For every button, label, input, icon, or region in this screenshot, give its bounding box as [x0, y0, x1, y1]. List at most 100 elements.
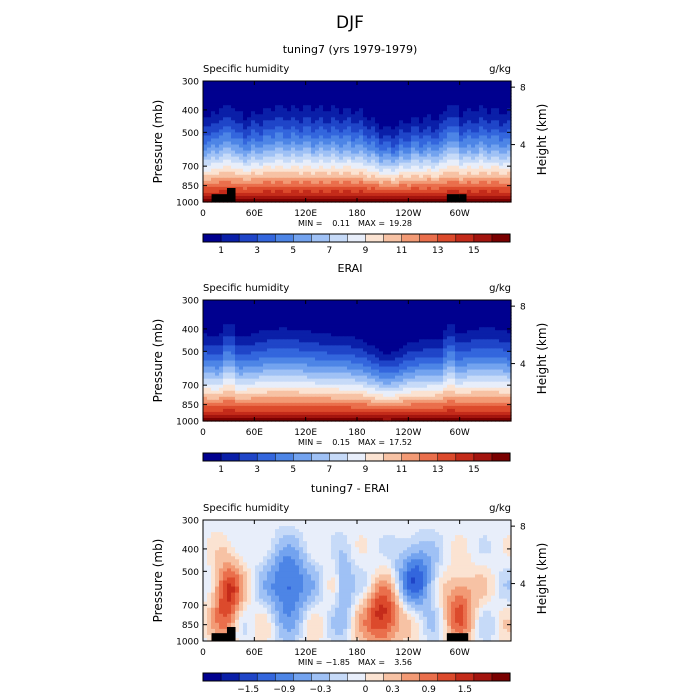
heatmap-cell: [499, 312, 504, 316]
heatmap-cell: [315, 321, 320, 325]
heatmap-cell: [203, 162, 208, 167]
heatmap-cell: [503, 339, 508, 343]
heatmap-cell: [447, 315, 452, 319]
heatmap-cell: [371, 135, 376, 140]
heatmap-cell: [211, 180, 216, 185]
heatmap-cell: [327, 123, 332, 127]
heatmap-cell: [343, 132, 348, 137]
heatmap-cell: [391, 96, 396, 100]
heatmap-cell: [207, 192, 212, 197]
heatmap-cell: [223, 156, 228, 161]
heatmap-cell: [463, 354, 468, 359]
heatmap-cell: [263, 96, 268, 100]
heatmap-cell: [467, 138, 472, 143]
heatmap-cell: [323, 339, 328, 343]
heatmap-cell: [495, 144, 500, 149]
heatmap-cell: [203, 339, 208, 343]
heatmap-cell: [383, 312, 388, 316]
heatmap-cell: [243, 114, 248, 118]
heatmap-cell: [439, 336, 444, 340]
heatmap-cell: [303, 144, 308, 149]
heatmap-cell: [479, 144, 484, 149]
heatmap-cell: [251, 336, 256, 340]
heatmap-cell: [427, 195, 432, 200]
heatmap-cell: [499, 174, 504, 179]
heatmap-cell: [379, 174, 384, 179]
heatmap-cell: [231, 171, 236, 176]
heatmap-cell: [427, 135, 432, 140]
heatmap-cell: [315, 111, 320, 115]
heatmap-cell: [495, 99, 500, 103]
heatmap-cell: [463, 336, 468, 340]
heatmap-cell: [463, 303, 468, 307]
heatmap-cell: [419, 345, 424, 350]
heatmap-cell: [275, 336, 280, 340]
heatmap-cell: [223, 342, 228, 346]
heatmap-cell: [251, 171, 256, 176]
heatmap-cell: [495, 327, 500, 331]
heatmap-cell: [355, 162, 360, 167]
heatmap-cell: [443, 369, 448, 374]
heatmap-cell: [267, 327, 272, 331]
heatmap-cell: [203, 138, 208, 143]
heatmap-cell: [375, 189, 380, 194]
heatmap-cell: [395, 189, 400, 194]
heatmap-cell: [211, 150, 216, 155]
heatmap-cell: [383, 102, 388, 106]
heatmap-cell: [443, 177, 448, 182]
heatmap-cell: [223, 318, 228, 322]
heatmap-cell: [507, 168, 512, 173]
heatmap-cell: [459, 321, 464, 325]
heatmap-cell: [323, 156, 328, 161]
heatmap-cell: [419, 120, 424, 124]
heatmap-cell: [499, 105, 504, 109]
heatmap-cell: [303, 156, 308, 161]
heatmap-cell: [375, 198, 380, 203]
heatmap-cell: [399, 144, 404, 149]
heatmap-cell: [431, 315, 436, 319]
heatmap-cell: [467, 150, 472, 155]
heatmap-cell: [387, 111, 392, 115]
heatmap-cell: [411, 360, 416, 365]
heatmap-cell: [283, 309, 288, 313]
heatmap-cell: [303, 162, 308, 167]
heatmap-cell: [443, 354, 448, 359]
heatmap-cell: [247, 147, 252, 152]
heatmap-cell: [415, 186, 420, 191]
heatmap-cell: [355, 183, 360, 188]
heatmap-cell: [255, 108, 260, 112]
heatmap-cell: [295, 93, 300, 97]
heatmap-cell: [219, 165, 224, 170]
heatmap-cell: [283, 147, 288, 152]
heatmap-cell: [467, 117, 472, 121]
heatmap-cell: [343, 345, 348, 350]
heatmap-cell: [411, 351, 416, 356]
heatmap-cell: [283, 117, 288, 121]
heatmap-cell: [435, 192, 440, 197]
heatmap-cell: [375, 309, 380, 313]
heatmap-cell: [471, 306, 476, 310]
heatmap-cell: [503, 318, 508, 322]
heatmap-cell: [203, 321, 208, 325]
heatmap-cell: [227, 315, 232, 319]
heatmap-cell: [283, 330, 288, 334]
heatmap-cell: [471, 345, 476, 350]
heatmap-cell: [247, 156, 252, 161]
heatmap-cell: [387, 342, 392, 346]
heatmap-cell: [211, 177, 216, 182]
heatmap-cell: [383, 129, 388, 134]
heatmap-cell: [407, 129, 412, 134]
heatmap-cell: [243, 333, 248, 337]
heatmap-cell: [227, 129, 232, 134]
heatmap-cell: [287, 87, 292, 91]
heatmap-cell: [295, 360, 300, 365]
heatmap-cell: [367, 162, 372, 167]
heatmap-cell: [327, 177, 332, 182]
heatmap-cell: [355, 123, 360, 127]
heatmap-cell: [435, 180, 440, 185]
heatmap-cell: [423, 150, 428, 155]
heatmap-cell: [283, 108, 288, 112]
heatmap-cell: [359, 174, 364, 179]
heatmap-cell: [479, 345, 484, 350]
heatmap-cell: [235, 321, 240, 325]
